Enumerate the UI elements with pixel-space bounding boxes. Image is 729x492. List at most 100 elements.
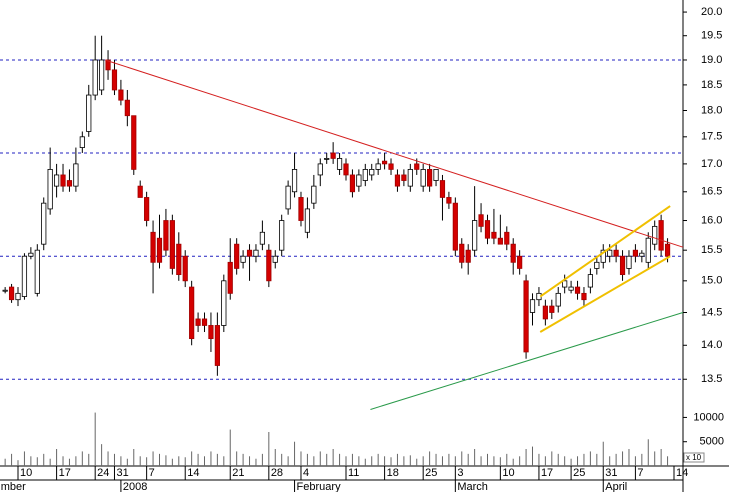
candle-body [298,197,304,221]
candle-body [99,59,105,91]
candle-body [195,318,201,326]
candle-body [15,292,21,301]
candle-body [549,305,555,313]
month-label: April [605,481,627,492]
candle-body [652,225,658,245]
trend-line [539,205,671,298]
candle-body [574,286,581,294]
y-tick-label: 19.0 [701,54,722,66]
candle-body [60,174,66,187]
candle-body [317,163,323,176]
candle-body [169,220,175,269]
candle-body [459,243,465,263]
candle-body [394,174,401,187]
candle-body [246,249,253,257]
candle-body [349,174,356,193]
candle-body [214,325,220,366]
y-tick-label: 20.0 [701,6,722,18]
candle-body [131,115,137,170]
candle-body [452,202,458,251]
y-tick-label: 14.0 [701,339,722,351]
candle-body [555,292,561,307]
x-tick-label: 17 [59,467,71,479]
candle-body [388,163,394,170]
candle-body [542,305,548,320]
candle-body [472,220,478,251]
candle-body [47,169,53,210]
y-tick-label: 14.5 [701,306,722,318]
candle-body [111,69,118,91]
candle-body [664,243,671,257]
candle-body [510,243,516,263]
y-tick-label: 18.0 [701,104,722,116]
volume-tick-label: 5000 [700,436,724,448]
x-tick-label: 14 [187,467,199,479]
candle-body [253,249,259,257]
candle-body [163,220,169,251]
y-tick-label: 16.5 [701,186,722,198]
candle-body [581,292,587,301]
candle-body [484,220,491,239]
x-tick-label: 10 [502,467,514,479]
candle-body [594,261,600,269]
x-tick-label: 17 [541,467,553,479]
candle-body [105,59,111,71]
candle-body [645,237,651,263]
candle-body [73,163,79,187]
x-tick-label: 4 [303,467,309,479]
x-tick-label: 24 [97,467,109,479]
candle-body [324,158,330,160]
y-tick-label: 15.5 [701,244,722,256]
candle-body [639,252,645,257]
candle-body [330,152,336,159]
y-tick-label: 17.0 [701,158,722,170]
candle-body [658,220,664,251]
candle-body [517,255,523,269]
candle-body [427,169,433,187]
x-tick-label: 25 [425,467,437,479]
x-tick-label: 3 [457,467,463,479]
candle-body [124,99,130,117]
candle-body [201,318,208,326]
candle-body [613,249,619,257]
candle-body [478,214,484,227]
candle-body [600,249,606,263]
month-label: February [297,481,342,492]
candle-body [375,163,381,170]
candle-body [34,249,40,294]
candle-body [285,185,291,210]
candle-body [176,243,182,276]
candle-body [529,299,536,313]
candle-body [240,255,246,263]
trend-line [370,312,684,410]
candle-body [144,197,150,221]
candle-body [227,261,233,294]
candle-body [86,94,92,132]
candle-body [356,174,362,187]
x-tick-label: 7 [149,467,155,479]
candle-body [632,249,639,257]
candle-body [369,169,375,176]
candle-body [504,231,510,245]
candle-body [401,174,407,181]
volume-tick-label: 10000 [693,411,724,423]
trend-line [104,59,684,248]
volume-note-box [683,452,705,463]
candle-body [587,274,593,288]
x-tick-label: 7 [637,467,643,479]
candle-body [491,231,497,239]
candle-body [439,180,446,198]
x-tick-label: 21 [232,467,244,479]
volume-note: x 10 [686,453,702,462]
candle-body [272,255,278,263]
candle-body [28,252,34,257]
candle-body [465,249,471,263]
month-label: March [457,481,488,492]
candle-body [8,286,15,301]
candle-body [150,231,156,263]
candle-body [626,255,632,269]
x-tick-label: 31 [116,467,128,479]
candle-body [79,136,85,148]
y-tick-label: 16.0 [701,214,722,226]
